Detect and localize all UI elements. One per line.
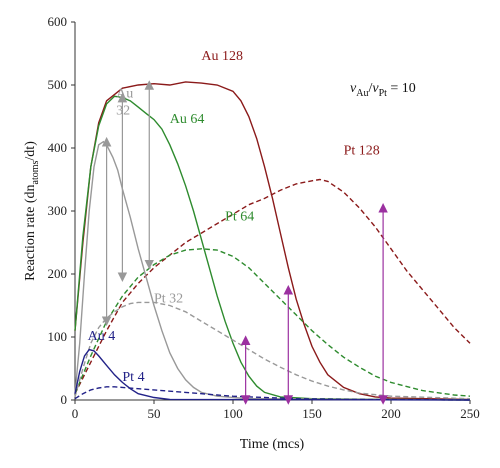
series-label-au-64: Au 64 [170,112,205,127]
y-tick-label: 0 [61,392,68,407]
series-label-pt-4: Pt 4 [122,370,144,385]
y-axis-title: Reaction rate (dnatoms/dt) [23,141,41,281]
series-line-au-64 [74,95,471,401]
x-axis-title: Time (mcs) [240,437,305,452]
series-line-pt-64 [74,248,471,397]
x-tick-label: 100 [223,406,243,421]
y-axis-title-main: Reaction rate (dn [23,184,38,280]
x-tick-label: 50 [148,406,161,421]
y-tick-label: 300 [48,203,68,218]
y-tick-label: 500 [48,77,68,92]
annotation-arrows [101,80,388,405]
ratio-sep: / [368,81,372,96]
ratio-s1: Au [356,88,368,99]
ratio-s2: Pt [379,88,388,99]
ratio-rhs: = 10 [387,81,416,96]
y-axis-title-sub: atoms [30,160,41,184]
series-label-pt-32: Pt 32 [154,291,183,306]
tick-marks [71,21,471,404]
series-lines [74,81,471,401]
x-tick-label: 250 [460,406,480,421]
series-line-pt-4 [74,386,471,401]
series-line-pt-32 [74,301,471,400]
y-tick-label: 100 [48,329,68,344]
axes [74,22,470,401]
x-tick-label: 150 [302,406,322,421]
series-labels: Au 128 Pt 128 Au 64 Pt 64 Au 32 Pt 32 Au 4 Pt 4 [88,49,380,385]
series-line-au-32 [74,140,471,401]
x-tick-label: 0 [72,406,79,421]
x-tick-label: 200 [381,406,401,421]
series-line-pt-128 [74,178,471,395]
y-tick-label: 200 [48,266,68,281]
tick-labels: 0 50 100 150 200 250 0 100 200 300 400 500 600 [48,14,480,421]
series-label-au-128: Au 128 [201,49,243,64]
ratio-v1: v [350,81,357,96]
y-axis-title-suffix: /dt) [23,141,38,161]
series-label-au-4: Au 4 [88,329,116,344]
series-line-au-4 [74,348,471,401]
y-tick-label: 400 [48,140,68,155]
series-label-pt-64: Pt 64 [225,209,254,224]
ratio-v2: v [372,81,379,96]
series-label-au-32: Au 32 [116,87,133,119]
ratio-annotation: vAu/vPt = 10 [350,81,416,99]
series-line-au-128 [74,81,471,401]
series-label-pt-128: Pt 128 [344,143,380,158]
y-tick-label: 600 [48,14,68,29]
